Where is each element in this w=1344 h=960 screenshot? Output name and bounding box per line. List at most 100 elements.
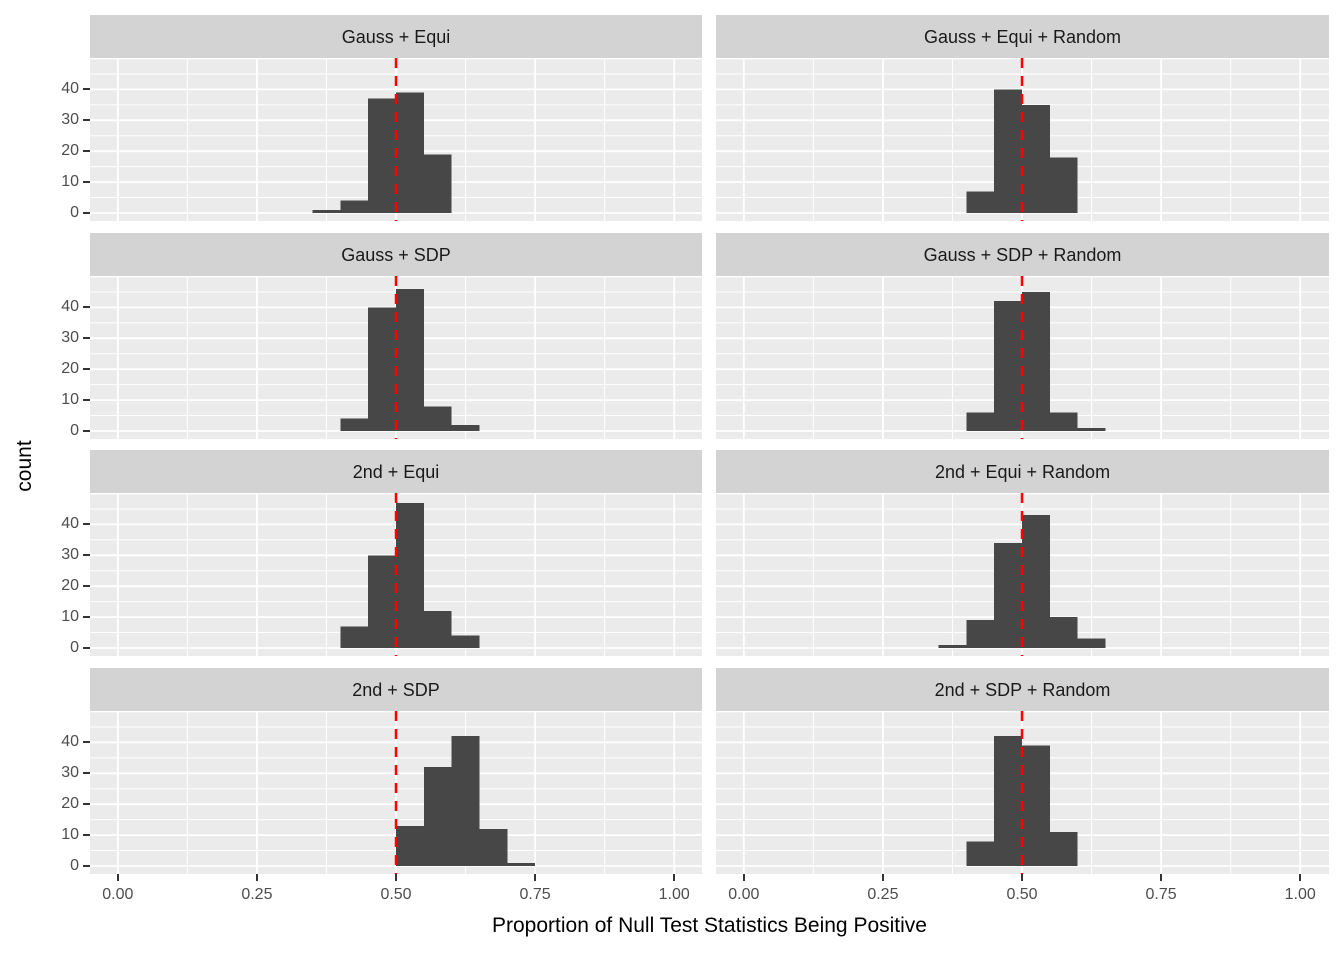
x-tick-mark [1299, 874, 1302, 881]
histogram-bar [1022, 104, 1050, 213]
histogram-bar [1022, 515, 1050, 648]
facet-strip: Gauss + Equi [90, 15, 702, 58]
histogram-bar [994, 89, 1023, 213]
histogram-bar [451, 635, 480, 648]
y-tick-label: 0 [70, 204, 79, 221]
y-tick-mark [83, 88, 90, 91]
y-tick-mark [83, 865, 90, 867]
y-tick-mark [83, 585, 90, 588]
facet-strip: Gauss + Equi + Random [716, 15, 1329, 58]
x-tick-label: 0.50 [1006, 886, 1038, 903]
y-tick-mark [83, 368, 90, 371]
y-tick-mark [83, 181, 90, 184]
y-tick-label: 10 [61, 173, 79, 191]
y-tick-label: 10 [61, 391, 79, 409]
y-tick-label: 0 [70, 422, 79, 439]
histogram-bar [396, 288, 424, 431]
y-tick-label: 40 [61, 515, 79, 533]
y-tick-mark [83, 399, 90, 402]
histogram-bar [451, 736, 480, 866]
x-tick-mark [395, 874, 398, 881]
facet-strip-title: Gauss + Equi [341, 26, 451, 47]
facet-panel-7 [90, 711, 702, 874]
y-tick-mark [83, 834, 90, 837]
facet-strip: 2nd + Equi [90, 450, 702, 493]
histogram-bar [994, 736, 1023, 866]
histogram-bar [479, 828, 508, 866]
histogram-bar [1022, 291, 1050, 431]
facet-panel-5 [90, 493, 702, 656]
y-tick-mark [83, 803, 90, 806]
facet-strip-title: 2nd + Equi [352, 461, 440, 482]
y-tick-mark [83, 150, 90, 153]
x-tick-label: 0.25 [867, 886, 899, 903]
x-tick-label: 1.00 [1284, 886, 1316, 903]
facet-panel-4 [716, 276, 1329, 439]
x-tick-mark [673, 874, 676, 881]
facet-strip: 2nd + Equi + Random [716, 450, 1329, 493]
y-tick-mark [83, 337, 90, 340]
x-tick-label: 0.50 [380, 886, 412, 903]
y-tick-mark [83, 119, 90, 122]
facet-strip: 2nd + SDP [90, 668, 702, 711]
histogram-bar [368, 98, 397, 213]
histogram-bar [1077, 427, 1106, 431]
x-tick-label: 0.00 [728, 886, 760, 903]
facet-strip-title: Gauss + SDP + Random [923, 244, 1122, 265]
histogram-bar [1022, 745, 1050, 866]
histogram-bar [1049, 617, 1078, 648]
histogram-bar [340, 200, 369, 213]
y-tick-label: 30 [61, 546, 79, 564]
y-tick-mark [83, 647, 90, 649]
histogram-bar [966, 620, 995, 648]
x-tick-mark [742, 874, 745, 881]
y-tick-label: 0 [70, 857, 79, 874]
y-tick-label: 10 [61, 826, 79, 844]
facet-panel-3 [90, 276, 702, 439]
y-tick-mark [83, 212, 90, 214]
histogram-bar [1049, 832, 1078, 866]
histogram-bar [423, 406, 452, 431]
y-tick-label: 10 [61, 608, 79, 626]
histogram-bar [396, 502, 424, 648]
facet-panel-1 [90, 58, 702, 221]
y-tick-label: 0 [70, 639, 79, 656]
facet-strip: Gauss + SDP [90, 233, 702, 276]
histogram-bar [396, 92, 424, 213]
histogram-bar [994, 301, 1023, 431]
histogram-bar [451, 424, 480, 431]
histogram-bar [1077, 638, 1106, 648]
y-tick-label: 40 [61, 733, 79, 751]
y-tick-label: 40 [61, 298, 79, 316]
y-tick-mark [83, 306, 90, 309]
histogram-bar [340, 418, 369, 431]
y-tick-mark [83, 741, 90, 744]
x-tick-mark [534, 874, 537, 881]
facet-strip-title: 2nd + SDP [352, 679, 440, 700]
facet-strip: 2nd + SDP + Random [716, 668, 1329, 711]
x-tick-mark [1021, 874, 1024, 881]
x-tick-label: 0.75 [1145, 886, 1177, 903]
x-tick-label: 0.00 [102, 886, 134, 903]
x-tick-mark [116, 874, 119, 881]
facet-strip-title: 2nd + SDP + Random [934, 679, 1111, 700]
y-tick-label: 30 [61, 764, 79, 782]
y-tick-label: 20 [61, 577, 79, 595]
y-tick-mark [83, 554, 90, 557]
y-tick-label: 40 [61, 80, 79, 98]
facet-panel-6 [716, 493, 1329, 656]
y-tick-label: 20 [61, 142, 79, 160]
facet-strip-title: Gauss + Equi + Random [923, 26, 1122, 47]
histogram-bar [423, 154, 452, 213]
y-axis-title: count [13, 440, 36, 492]
histogram-bar [312, 209, 341, 213]
histogram-bar [396, 825, 424, 866]
histogram-bar [368, 307, 397, 431]
histogram-bar [423, 610, 452, 648]
histogram-bar [368, 555, 397, 648]
histogram-bar [340, 626, 369, 648]
histogram-bar [507, 862, 536, 866]
x-tick-mark [255, 874, 258, 881]
x-tick-mark [1160, 874, 1163, 881]
